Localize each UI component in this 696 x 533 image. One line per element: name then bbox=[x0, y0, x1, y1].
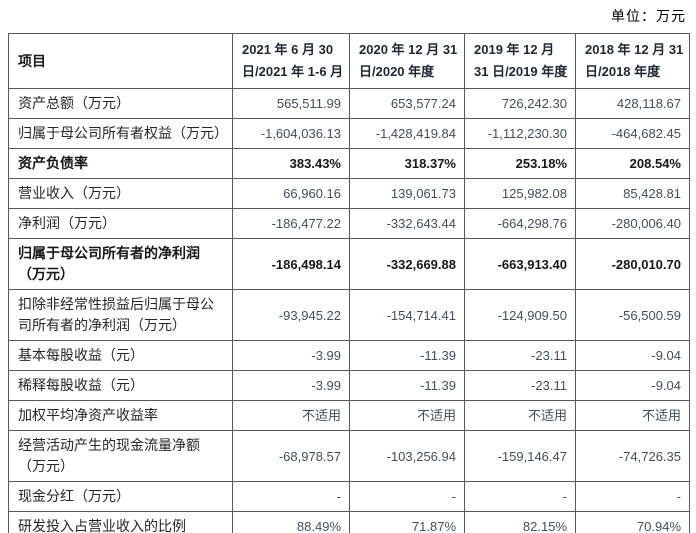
cell-value: - bbox=[464, 481, 576, 512]
column-header-2020: 2020 年 12 月 31 日/2020 年度 bbox=[349, 33, 465, 89]
header-row: 项目 2021 年 6 月 30 日/2021 年 1-6 月 2020 年 1… bbox=[8, 33, 690, 89]
cell-value: 139,061.73 bbox=[349, 178, 465, 209]
cell-value: - bbox=[575, 481, 690, 512]
row-label: 营业收入（万元） bbox=[8, 178, 233, 209]
cell-value: 不适用 bbox=[232, 400, 350, 431]
cell-value: -68,978.57 bbox=[232, 430, 350, 482]
cell-value: -280,010.70 bbox=[575, 238, 690, 290]
table-row: 加权平均净资产收益率 不适用 不适用 不适用 不适用 bbox=[8, 400, 690, 431]
cell-value: - bbox=[349, 481, 465, 512]
table-row: 稀释每股收益（元） -3.99 -11.39 -23.11 -9.04 bbox=[8, 370, 690, 401]
row-label: 归属于母公司所有者权益（万元） bbox=[8, 118, 233, 149]
financial-summary-table: 项目 2021 年 6 月 30 日/2021 年 1-6 月 2020 年 1… bbox=[8, 33, 690, 533]
cell-value: 653,577.24 bbox=[349, 88, 465, 119]
column-header-item: 项目 bbox=[8, 33, 233, 89]
cell-value: -23.11 bbox=[464, 370, 576, 401]
cell-value: -664,298.76 bbox=[464, 208, 576, 239]
cell-value: -186,477.22 bbox=[232, 208, 350, 239]
table-row: 资产负债率 383.43% 318.37% 253.18% 208.54% bbox=[8, 148, 690, 179]
row-label: 基本每股收益（元） bbox=[8, 340, 233, 371]
cell-value: -1,604,036.13 bbox=[232, 118, 350, 149]
cell-value: -9.04 bbox=[575, 340, 690, 371]
row-label: 扣除非经常性损益后归属于母公司所有者的净利润（万元） bbox=[8, 289, 233, 341]
unit-label: 单位：万元 bbox=[611, 8, 686, 24]
cell-value: -3.99 bbox=[232, 340, 350, 371]
row-label: 经营活动产生的现金流量净额（万元） bbox=[8, 430, 233, 482]
cell-value: -11.39 bbox=[349, 370, 465, 401]
table-row: 资产总额（万元） 565,511.99 653,577.24 726,242.3… bbox=[8, 88, 690, 119]
cell-value: 71.87% bbox=[349, 511, 465, 533]
cell-value: -3.99 bbox=[232, 370, 350, 401]
cell-value: - bbox=[232, 481, 350, 512]
table-row: 扣除非经常性损益后归属于母公司所有者的净利润（万元） -93,945.22 -1… bbox=[8, 289, 690, 341]
column-header-2019: 2019 年 12 月 31 日/2019 年度 bbox=[464, 33, 576, 89]
table-row: 归属于母公司所有者的净利润（万元） -186,498.14 -332,669.8… bbox=[8, 238, 690, 290]
cell-value: 318.37% bbox=[349, 148, 465, 179]
cell-value: -56,500.59 bbox=[575, 289, 690, 341]
row-label: 净利润（万元） bbox=[8, 208, 233, 239]
table-row: 营业收入（万元） 66,960.16 139,061.73 125,982.08… bbox=[8, 178, 690, 209]
table-row: 归属于母公司所有者权益（万元） -1,604,036.13 -1,428,419… bbox=[8, 118, 690, 149]
table-row: 净利润（万元） -186,477.22 -332,643.44 -664,298… bbox=[8, 208, 690, 239]
cell-value: 565,511.99 bbox=[232, 88, 350, 119]
row-label: 加权平均净资产收益率 bbox=[8, 400, 233, 431]
column-header-2021: 2021 年 6 月 30 日/2021 年 1-6 月 bbox=[232, 33, 350, 89]
cell-value: -1,112,230.30 bbox=[464, 118, 576, 149]
cell-value: 不适用 bbox=[349, 400, 465, 431]
cell-value: 82.15% bbox=[464, 511, 576, 533]
cell-value: 66,960.16 bbox=[232, 178, 350, 209]
cell-value: -332,643.44 bbox=[349, 208, 465, 239]
cell-value: 70.94% bbox=[575, 511, 690, 533]
column-header-2018: 2018 年 12 月 31 日/2018 年度 bbox=[575, 33, 690, 89]
cell-value: -154,714.41 bbox=[349, 289, 465, 341]
table-row: 现金分红（万元） - - - - bbox=[8, 481, 690, 512]
cell-value: -23.11 bbox=[464, 340, 576, 371]
cell-value: 85,428.81 bbox=[575, 178, 690, 209]
cell-value: -464,682.45 bbox=[575, 118, 690, 149]
cell-value: -93,945.22 bbox=[232, 289, 350, 341]
row-label: 研发投入占营业收入的比例 bbox=[8, 511, 233, 533]
cell-value: 208.54% bbox=[575, 148, 690, 179]
cell-value: -11.39 bbox=[349, 340, 465, 371]
cell-value: -1,428,419.84 bbox=[349, 118, 465, 149]
row-label: 资产负债率 bbox=[8, 148, 233, 179]
row-label: 资产总额（万元） bbox=[8, 88, 233, 119]
cell-value: 125,982.08 bbox=[464, 178, 576, 209]
cell-value: -159,146.47 bbox=[464, 430, 576, 482]
cell-value: -9.04 bbox=[575, 370, 690, 401]
table-row: 研发投入占营业收入的比例 88.49% 71.87% 82.15% 70.94% bbox=[8, 511, 690, 533]
cell-value: 不适用 bbox=[575, 400, 690, 431]
cell-value: -186,498.14 bbox=[232, 238, 350, 290]
cell-value: -103,256.94 bbox=[349, 430, 465, 482]
cell-value: 88.49% bbox=[232, 511, 350, 533]
cell-value: 253.18% bbox=[464, 148, 576, 179]
row-label: 归属于母公司所有者的净利润（万元） bbox=[8, 238, 233, 290]
cell-value: -74,726.35 bbox=[575, 430, 690, 482]
cell-value: 不适用 bbox=[464, 400, 576, 431]
cell-value: 428,118.67 bbox=[575, 88, 690, 119]
cell-value: -332,669.88 bbox=[349, 238, 465, 290]
table-row: 经营活动产生的现金流量净额（万元） -68,978.57 -103,256.94… bbox=[8, 430, 690, 482]
row-label: 稀释每股收益（元） bbox=[8, 370, 233, 401]
cell-value: -280,006.40 bbox=[575, 208, 690, 239]
cell-value: -124,909.50 bbox=[464, 289, 576, 341]
cell-value: -663,913.40 bbox=[464, 238, 576, 290]
cell-value: 383.43% bbox=[232, 148, 350, 179]
row-label: 现金分红（万元） bbox=[8, 481, 233, 512]
table-row: 基本每股收益（元） -3.99 -11.39 -23.11 -9.04 bbox=[8, 340, 690, 371]
cell-value: 726,242.30 bbox=[464, 88, 576, 119]
